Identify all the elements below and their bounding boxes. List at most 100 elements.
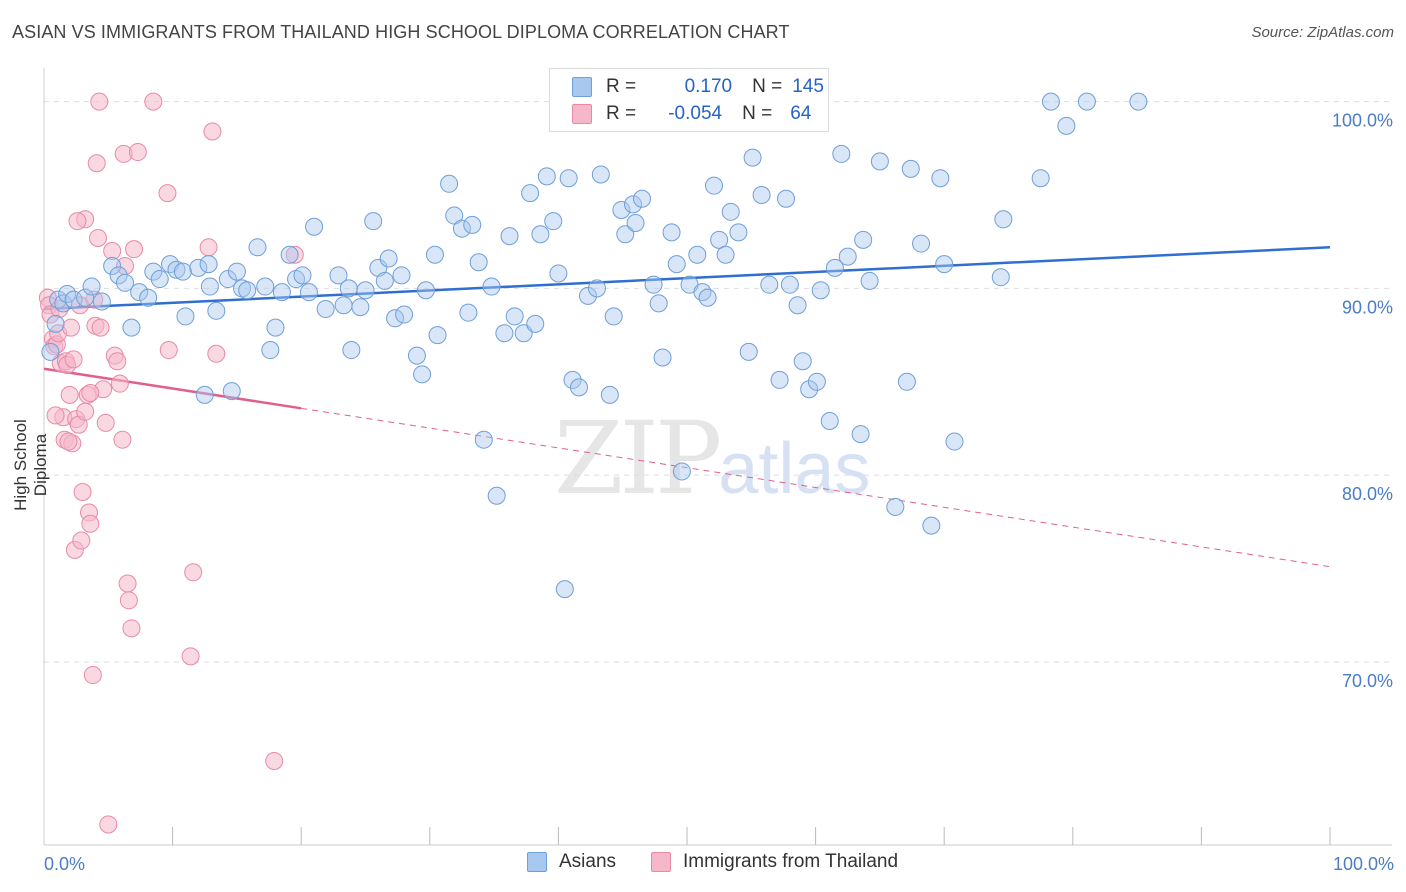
asian-point-62 bbox=[452, 219, 471, 238]
asian-point-108 bbox=[739, 342, 758, 361]
asian-point-12 bbox=[122, 318, 141, 337]
thailand-point-61 bbox=[46, 406, 65, 425]
asian-point-7 bbox=[82, 277, 101, 296]
thailand-point-18 bbox=[72, 531, 91, 550]
asian-point-26 bbox=[218, 270, 237, 289]
asian-point-66 bbox=[474, 430, 493, 449]
y-tick-label-100: 100.0% bbox=[1332, 111, 1393, 131]
asian-point-110 bbox=[752, 186, 771, 205]
asian-point-36 bbox=[280, 245, 299, 264]
asian-point-84 bbox=[587, 279, 606, 298]
asian-point-115 bbox=[788, 296, 807, 315]
asian-point-88 bbox=[612, 200, 631, 219]
asian-point-49 bbox=[369, 258, 388, 277]
thailand-point-40 bbox=[122, 619, 141, 638]
asian-point-89 bbox=[616, 225, 635, 244]
asian-point-80 bbox=[559, 169, 578, 188]
thailand-point-55 bbox=[265, 751, 284, 770]
legend: R = 0.170 N = 145 R = -0.054 N = 64 bbox=[549, 68, 829, 132]
asian-point-16 bbox=[150, 270, 169, 289]
asian-point-130 bbox=[901, 159, 920, 178]
chart-source: Source: ZipAtlas.com bbox=[1251, 24, 1394, 41]
asian-point-22 bbox=[195, 385, 214, 404]
asian-point-69 bbox=[495, 324, 514, 343]
asian-point-68 bbox=[487, 486, 506, 505]
asian-point-44 bbox=[339, 279, 358, 298]
thailand-point-36 bbox=[113, 430, 132, 449]
series-thailand-points bbox=[38, 92, 304, 834]
asian-point-132 bbox=[922, 516, 941, 535]
asian-point-117 bbox=[800, 380, 819, 399]
series-asians-points bbox=[41, 92, 1148, 599]
asian-point-9 bbox=[103, 256, 122, 275]
thailand-point-53 bbox=[203, 122, 222, 141]
thailand-point-35 bbox=[110, 374, 129, 393]
thailand-point-63 bbox=[68, 212, 87, 231]
legend-n-value-asians: 145 bbox=[792, 76, 824, 97]
asian-point-142 bbox=[1129, 92, 1148, 111]
y-axis-title: High School Diploma bbox=[11, 419, 50, 511]
asian-point-59 bbox=[428, 326, 447, 345]
thailand-point-56 bbox=[285, 245, 304, 264]
asian-point-67 bbox=[482, 277, 501, 296]
asian-point-58 bbox=[425, 245, 444, 264]
asian-point-70 bbox=[500, 227, 519, 246]
bottom-legend-thailand: Immigrants from Thailand bbox=[651, 851, 898, 873]
thailand-point-51 bbox=[184, 563, 203, 582]
asian-point-14 bbox=[139, 288, 158, 307]
asian-point-128 bbox=[886, 497, 905, 516]
legend-r-value-asians: 0.170 bbox=[684, 76, 733, 97]
asian-point-96 bbox=[662, 223, 681, 242]
asian-point-119 bbox=[811, 281, 830, 300]
legend-n-value-thailand: 64 bbox=[790, 103, 812, 124]
asian-point-126 bbox=[860, 271, 879, 290]
trend-line-thailand-dashed bbox=[301, 407, 1331, 568]
asian-point-10 bbox=[109, 266, 128, 285]
asian-point-129 bbox=[897, 372, 916, 391]
asian-point-95 bbox=[653, 348, 672, 367]
asian-point-111 bbox=[760, 275, 779, 294]
thailand-point-38 bbox=[118, 574, 137, 593]
asian-point-50 bbox=[375, 271, 394, 290]
asian-point-75 bbox=[531, 225, 550, 244]
thailand-point-60 bbox=[81, 383, 100, 402]
asian-point-74 bbox=[526, 314, 545, 333]
asian-point-51 bbox=[379, 249, 398, 268]
asian-point-76 bbox=[537, 167, 556, 186]
thailand-point-28 bbox=[91, 318, 110, 337]
bottom-legend-asians: Asians bbox=[527, 851, 616, 873]
asian-point-38 bbox=[293, 266, 312, 285]
asian-point-13 bbox=[130, 283, 149, 302]
asian-point-133 bbox=[931, 169, 950, 188]
legend-n-label: N = bbox=[742, 103, 773, 124]
asian-point-140 bbox=[1057, 116, 1076, 135]
asian-point-55 bbox=[407, 346, 426, 365]
asian-point-124 bbox=[851, 425, 870, 444]
asian-point-28 bbox=[227, 262, 246, 281]
asian-point-104 bbox=[710, 230, 729, 249]
asian-point-39 bbox=[299, 283, 318, 302]
asian-point-42 bbox=[329, 266, 348, 285]
asian-point-91 bbox=[626, 214, 645, 233]
asian-point-123 bbox=[838, 247, 857, 266]
asian-point-122 bbox=[832, 144, 851, 163]
y-tick-label-90: 90.0% bbox=[1342, 297, 1393, 317]
asian-point-109 bbox=[743, 148, 762, 167]
asian-point-121 bbox=[825, 258, 844, 277]
asian-point-56 bbox=[413, 365, 432, 384]
asian-point-101 bbox=[693, 283, 712, 302]
thailand-point-12 bbox=[60, 385, 79, 404]
legend-swatch-asians bbox=[572, 77, 592, 97]
asian-point-65 bbox=[469, 253, 488, 272]
asian-point-139 bbox=[1041, 92, 1060, 111]
asian-point-83 bbox=[578, 286, 597, 305]
asian-point-32 bbox=[256, 277, 275, 296]
thailand-point-27 bbox=[89, 228, 108, 247]
thailand-point-30 bbox=[96, 413, 115, 432]
asian-point-53 bbox=[392, 266, 411, 285]
asian-point-47 bbox=[356, 281, 375, 300]
asian-point-105 bbox=[716, 245, 735, 264]
asian-point-137 bbox=[994, 210, 1013, 229]
thailand-point-47 bbox=[144, 92, 163, 111]
bottom-legend-swatch-thailand bbox=[651, 852, 671, 872]
